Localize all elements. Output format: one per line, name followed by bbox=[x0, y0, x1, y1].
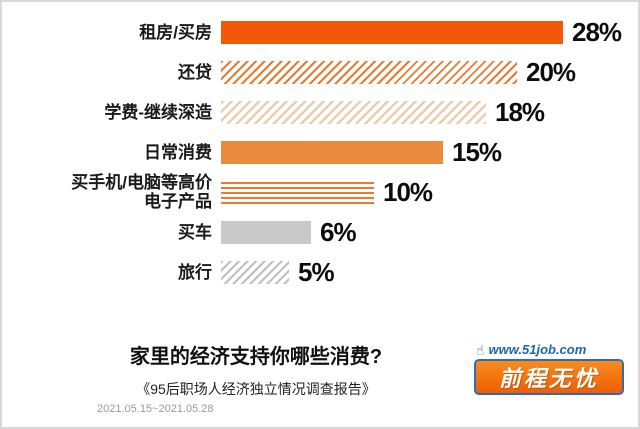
51job-logo: ☝ www.51job.com 前程无忧 bbox=[474, 342, 624, 395]
bar-row: 旅行 5% bbox=[8, 252, 632, 292]
bar bbox=[221, 220, 311, 244]
value-label: 10% bbox=[383, 176, 433, 207]
category-label: 买车 bbox=[178, 222, 212, 242]
bar-row: 买手机/电脑等高价 电子产品 10% bbox=[8, 172, 632, 212]
category-label: 买手机/电脑等高价 电子产品 bbox=[71, 173, 212, 211]
logo-url-row: ☝ www.51job.com bbox=[476, 342, 624, 357]
logo-brand-box: 前程无忧 bbox=[474, 359, 624, 395]
footer-text-block: 家里的经济支持你哪些消费? 《95后职场人经济独立情况调查报告》 2021.05… bbox=[44, 340, 468, 415]
category-label: 学费-继续深造 bbox=[104, 102, 212, 122]
bar bbox=[221, 60, 517, 84]
logo-brand-text: 前程无忧 bbox=[498, 366, 599, 391]
bar-row: 学费-继续深造 18% bbox=[8, 92, 632, 132]
chart-subtitle: 《95后职场人经济独立情况调查报告》 bbox=[136, 381, 376, 397]
category-label: 还贷 bbox=[178, 62, 212, 82]
bar bbox=[221, 260, 289, 284]
category-label: 旅行 bbox=[178, 262, 212, 282]
category-label: 租房/买房 bbox=[139, 22, 212, 42]
category-label: 日常消费 bbox=[144, 142, 212, 162]
bar bbox=[221, 100, 486, 124]
value-label: 18% bbox=[495, 96, 545, 127]
value-label: 15% bbox=[452, 136, 502, 167]
bar-row: 租房/买房 28% bbox=[8, 12, 632, 52]
survey-period: 2021.05.15~2021.05.28 bbox=[97, 403, 214, 415]
bar-chart: 租房/买房 28% 还贷 20% 学费-继续深造 18% 日常消费 15% 买手… bbox=[8, 12, 632, 292]
bar-row: 日常消费 15% bbox=[8, 132, 632, 172]
value-label: 28% bbox=[572, 16, 622, 47]
value-label: 5% bbox=[298, 256, 335, 287]
bar-row: 买车 6% bbox=[8, 212, 632, 252]
bar bbox=[221, 20, 563, 44]
footer: 家里的经济支持你哪些消费? 《95后职场人经济独立情况调查报告》 2021.05… bbox=[2, 340, 638, 415]
chart-title: 家里的经济支持你哪些消费? bbox=[129, 346, 383, 368]
value-label: 20% bbox=[526, 56, 576, 87]
value-label: 6% bbox=[320, 216, 357, 247]
bar-row: 还贷 20% bbox=[8, 52, 632, 92]
bar bbox=[221, 140, 443, 164]
hand-icon: ☝ bbox=[476, 341, 485, 358]
bar bbox=[221, 180, 374, 204]
logo-url-text: www.51job.com bbox=[488, 342, 587, 357]
